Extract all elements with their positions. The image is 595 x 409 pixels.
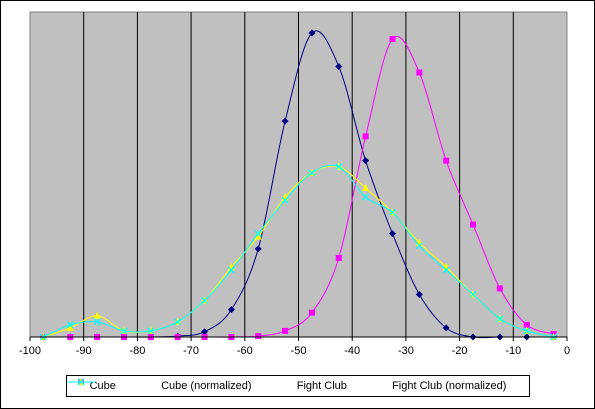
legend-item: Fight Club (normalized) [67, 378, 507, 392]
data-point [362, 133, 369, 140]
data-point [443, 157, 450, 164]
data-point [362, 184, 370, 192]
legend-label: Fight Club [296, 380, 347, 392]
data-point [469, 290, 477, 298]
x-tick-label: -40 [344, 345, 360, 357]
x-tick-label: -80 [129, 345, 145, 357]
data-point [335, 254, 342, 261]
data-point [120, 327, 128, 335]
x-tick-label: -50 [291, 345, 307, 357]
data-point [362, 157, 370, 165]
data-point [254, 232, 262, 240]
data-point [308, 29, 316, 37]
series-fight-club-normalized [39, 163, 558, 341]
data-point [282, 327, 289, 334]
data-point [66, 323, 74, 331]
x-tick-label: -60 [237, 345, 253, 357]
data-point [281, 196, 289, 204]
x-tick-label: -100 [19, 345, 41, 357]
data-point [66, 321, 74, 329]
data-point [308, 309, 315, 316]
data-point [254, 245, 262, 253]
x-tick-label: -70 [183, 345, 199, 357]
data-point [415, 242, 423, 250]
x-tick-label: -20 [452, 345, 468, 357]
data-point [255, 333, 262, 340]
data-point [442, 266, 450, 274]
data-point [416, 69, 423, 76]
legend-label: Fight Club (normalized) [392, 380, 507, 392]
data-point [227, 266, 235, 274]
data-point [523, 327, 531, 335]
data-point [201, 297, 208, 304]
data-point [470, 221, 477, 228]
data-point [93, 318, 101, 326]
data-point [415, 290, 423, 298]
x-tick-label: -90 [76, 345, 92, 357]
data-point [93, 311, 101, 319]
data-point [335, 163, 343, 171]
data-point [523, 321, 530, 328]
x-tick-label: 0 [564, 345, 570, 357]
x-tick-label: -30 [398, 345, 414, 357]
legend: Cube Cube (normalized) Fight Club Fight Clu… [66, 375, 530, 397]
data-point [77, 378, 85, 386]
data-point [496, 315, 504, 323]
data-point [281, 117, 289, 125]
legend-label: Cube (normalized) [161, 380, 252, 392]
legend-label: Cube [89, 380, 116, 392]
data-point [174, 318, 182, 326]
data-point [227, 306, 235, 314]
data-point [442, 324, 450, 332]
data-point [201, 328, 209, 336]
data-point [254, 230, 262, 238]
data-point [147, 327, 155, 335]
data-point [308, 169, 316, 177]
x-tick-label: -10 [505, 345, 521, 357]
data-point [496, 285, 503, 292]
data-point [362, 193, 370, 201]
legend-item: Fight Club [67, 378, 347, 392]
data-point [389, 36, 396, 43]
data-point [335, 62, 343, 70]
data-point [388, 230, 396, 238]
legend-item: Cube (normalized) [67, 379, 252, 392]
data-point [389, 208, 396, 216]
x-axis: -100 -90 -80 -70 -60 -50 -40 -30 -20 -10 0 [19, 336, 570, 357]
legend-swatch [67, 378, 95, 386]
